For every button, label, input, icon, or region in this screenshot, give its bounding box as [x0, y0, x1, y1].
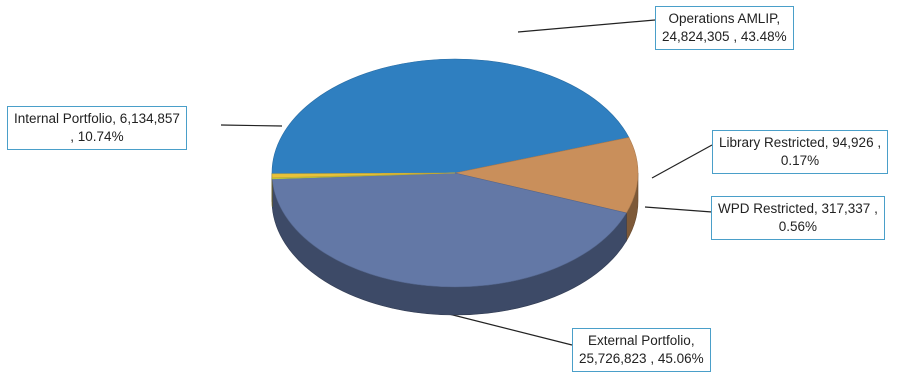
label-operations-amlip-line2: 24,824,305 , 43.48% — [662, 29, 787, 44]
label-wpd-restricted-line2: 0.56% — [778, 219, 818, 234]
leader-line-operations-amlip — [517, 19, 656, 33]
pie-slice-wpd-restricted — [271, 172, 456, 179]
pie-slice-operations-amlip — [271, 172, 627, 288]
label-library-restricted-line1: Library Restricted, 94,926 , — [719, 135, 882, 150]
label-library-restricted-line2: 0.17% — [780, 153, 820, 168]
label-external-portfolio-line1: External Portfolio, — [588, 333, 695, 348]
label-wpd-restricted: WPD Restricted, 317,337 , 0.56% — [711, 196, 885, 240]
label-wpd-restricted-line1: WPD Restricted, 317,337 , — [718, 201, 878, 216]
leader-line-wpd-restricted — [644, 206, 713, 213]
leader-line-external-portfolio — [444, 312, 573, 346]
label-external-portfolio-line2: 25,726,823 , 45.06% — [579, 351, 704, 366]
label-external-portfolio: External Portfolio, 25,726,823 , 45.06% — [572, 328, 711, 372]
leader-lines — [220, 19, 713, 346]
pie-slice-internal-portfolio — [454, 137, 639, 214]
label-internal-portfolio-line1: Internal Portfolio, 6,134,857 — [14, 111, 180, 126]
pie-slice-external-portfolio — [271, 58, 630, 175]
pie-top — [271, 58, 639, 288]
label-internal-portfolio-line2: , 10.74% — [70, 129, 124, 144]
leader-line-library-restricted — [651, 144, 713, 179]
label-operations-amlip-line1: Operations AMLIP, — [668, 11, 781, 26]
label-internal-portfolio: Internal Portfolio, 6,134,857 , 10.74% — [7, 106, 187, 150]
label-library-restricted: Library Restricted, 94,926 , 0.17% — [712, 130, 889, 174]
label-operations-amlip: Operations AMLIP, 24,824,305 , 43.48% — [655, 6, 794, 50]
leader-line-internal-portfolio — [220, 124, 283, 127]
